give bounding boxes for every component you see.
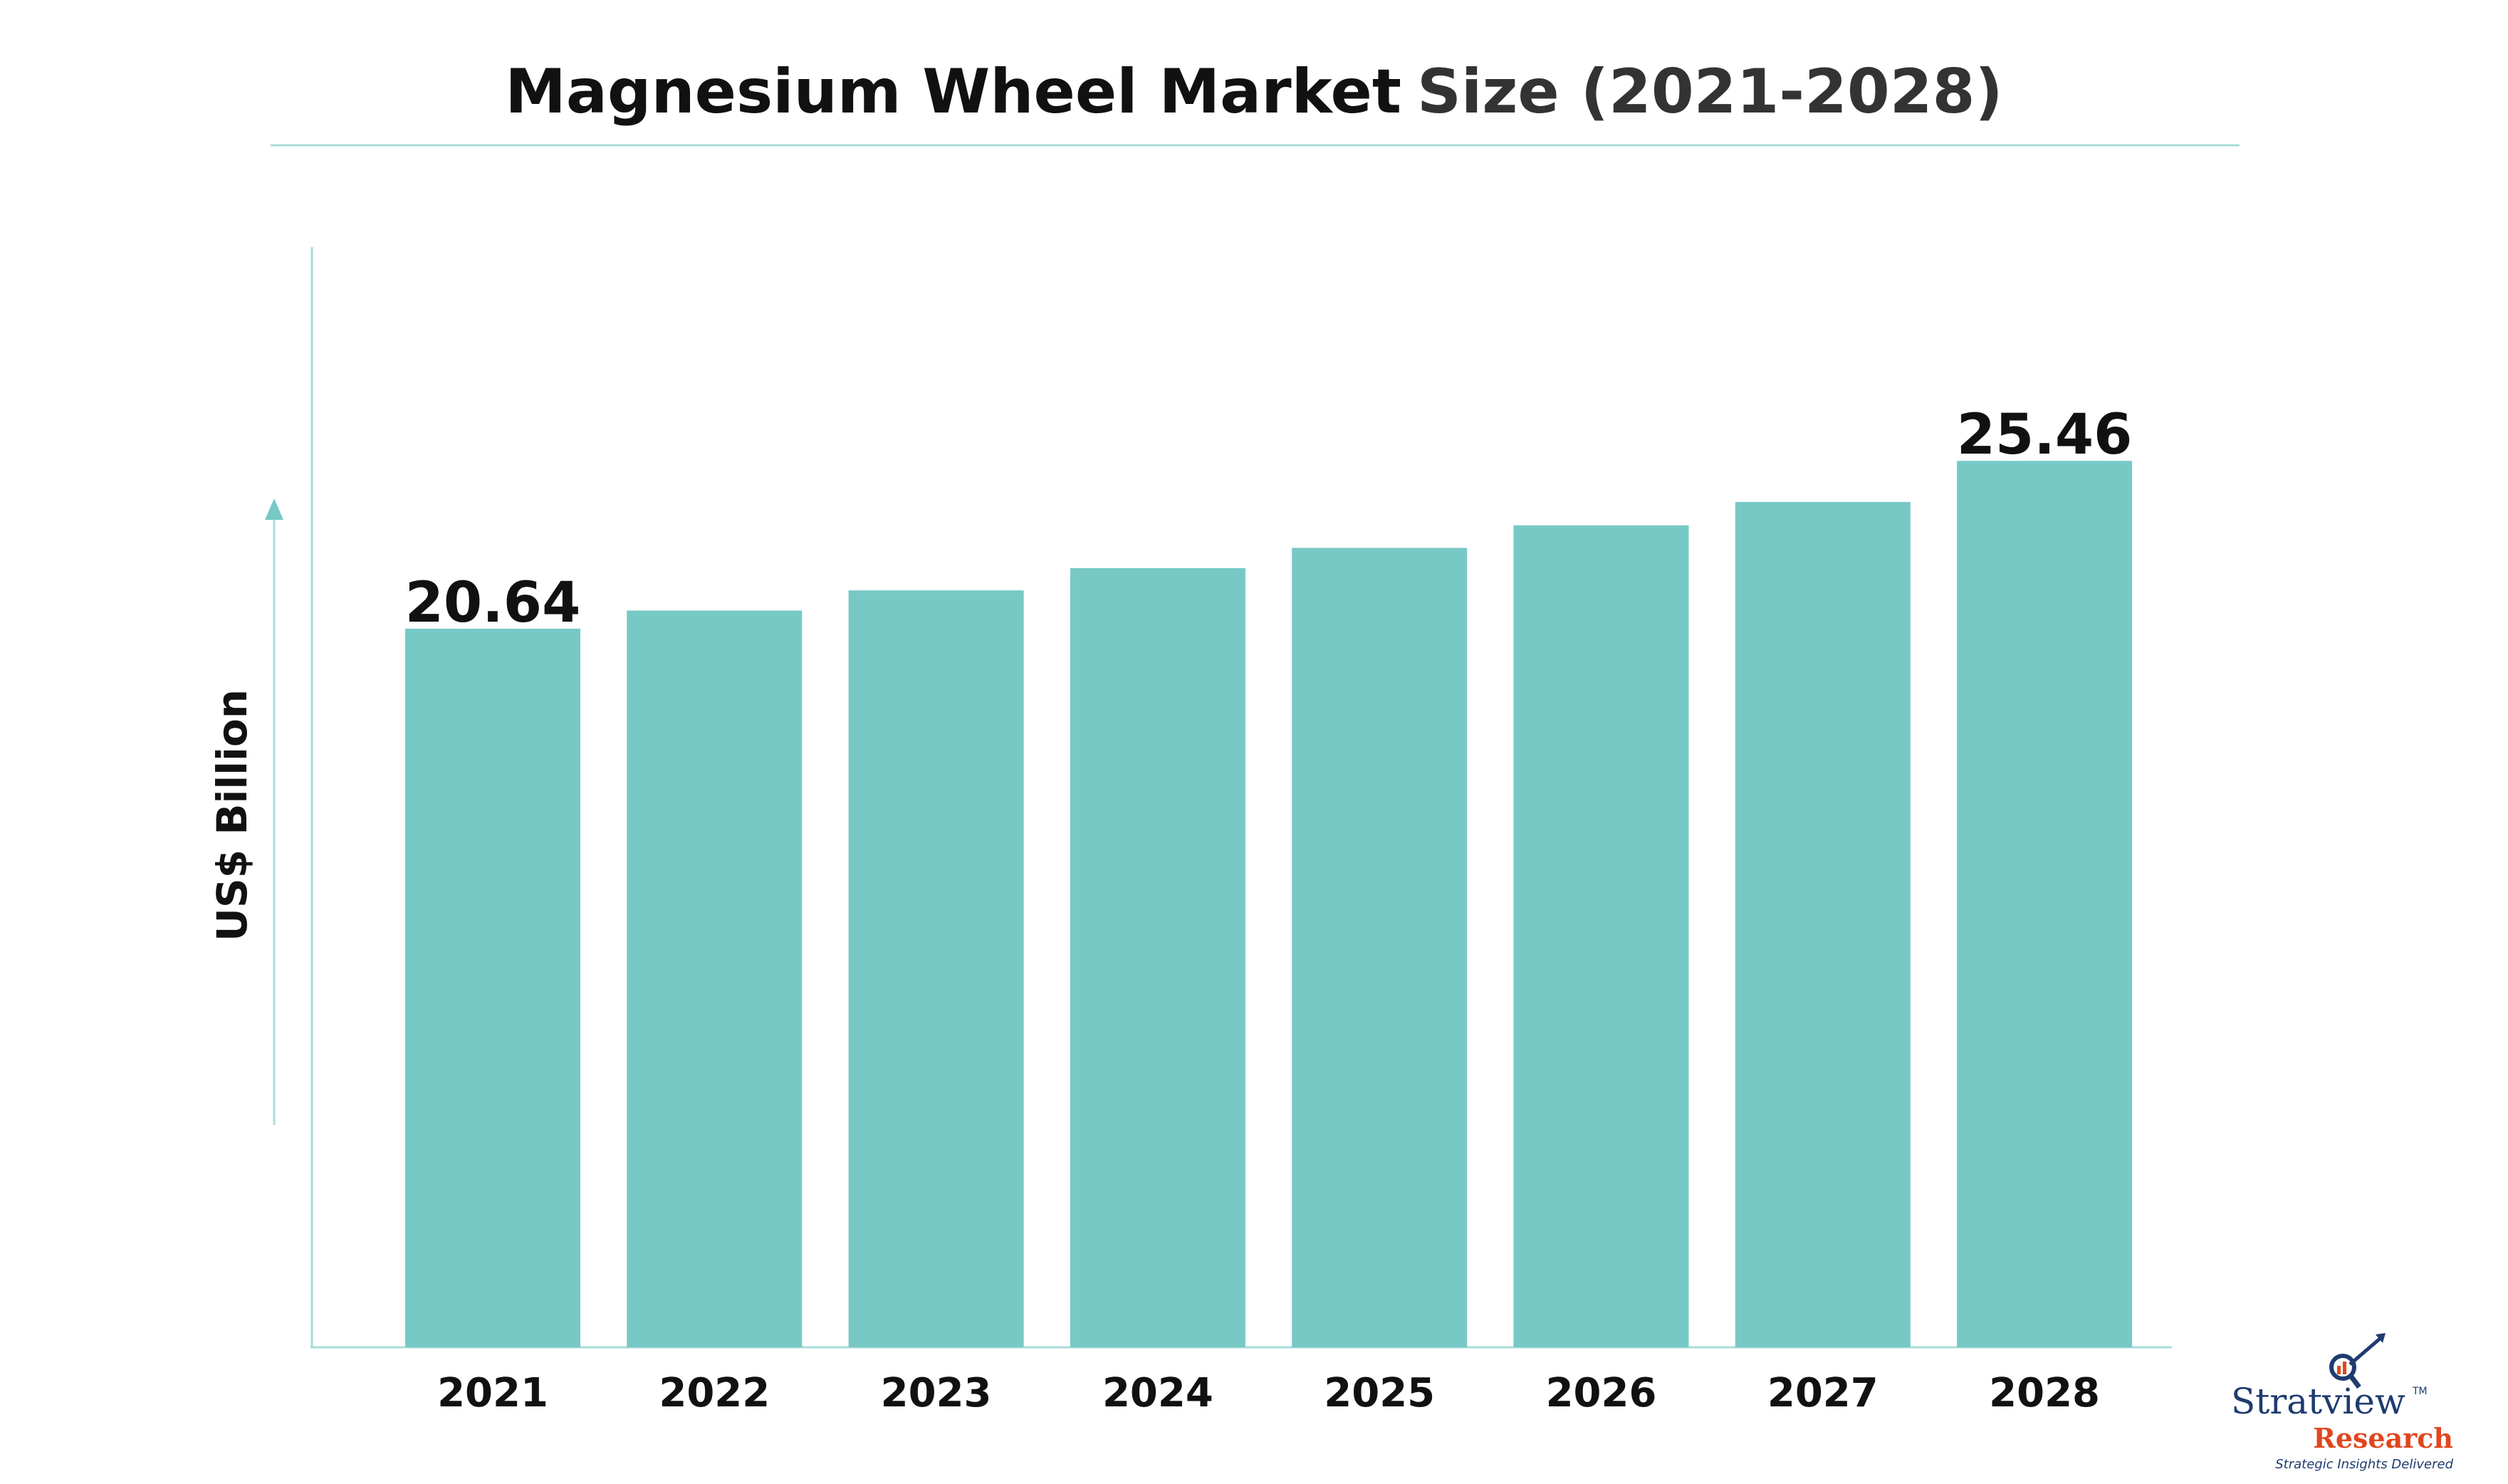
bar-2023: [848, 590, 1024, 1347]
bar-2022: [627, 610, 803, 1347]
y-axis-label: US$ Billion: [208, 689, 256, 941]
chart-title: Magnesium Wheel Market Size (2021-2028): [505, 56, 2002, 127]
data-label-2028: 25.46: [1957, 403, 2133, 467]
chart-title-main: Magnesium Wheel Market: [505, 56, 1401, 127]
bar-2028: [1957, 461, 2133, 1348]
x-tick-label-2021: 2021: [437, 1370, 548, 1416]
x-tick-label-2027: 2027: [1767, 1370, 1879, 1416]
data-labels: 20.64 25.46: [405, 403, 2133, 635]
bar-2026: [1513, 525, 1689, 1348]
bar-2025: [1292, 548, 1468, 1347]
logo-tagline: Strategic Insights Delivered: [2275, 1457, 2453, 1472]
x-tick-label-2026: 2026: [1546, 1370, 1657, 1416]
x-tick-labels: 2021 2022 2023 2024 2025 2026 2027 2028: [437, 1370, 2100, 1416]
bar-2024: [1070, 568, 1245, 1347]
logo-trademark: TM: [2412, 1386, 2428, 1397]
bar-2021: [405, 628, 580, 1347]
logo-sub: Research: [2313, 1422, 2453, 1454]
x-tick-label-2024: 2024: [1102, 1370, 1213, 1416]
stratview-logo: Stratview TM Research Strategic Insights…: [2231, 1333, 2454, 1472]
x-tick-label-2023: 2023: [881, 1370, 992, 1416]
logo-name: Stratview: [2231, 1381, 2405, 1422]
data-label-2021: 20.64: [405, 571, 581, 635]
chart-title-accent: Size (2021-2028): [1417, 56, 2003, 127]
bars-group: [405, 461, 2133, 1348]
bar-2027: [1735, 501, 1911, 1347]
x-tick-label-2028: 2028: [1989, 1370, 2100, 1416]
magnifier-chart-icon: [2329, 1333, 2386, 1389]
y-axis-arrow-head-icon: [265, 498, 283, 520]
x-tick-label-2022: 2022: [659, 1370, 770, 1416]
x-tick-label-2025: 2025: [1324, 1370, 1435, 1416]
